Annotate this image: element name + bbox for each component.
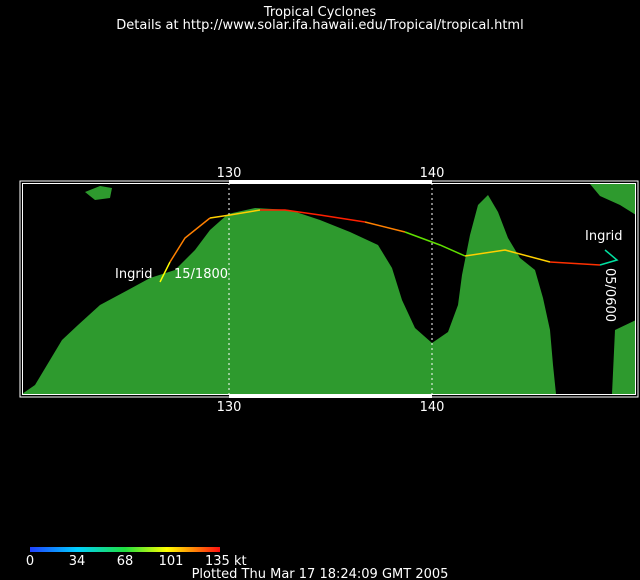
lon-label: 130 <box>217 166 242 181</box>
storm-name: Ingrid <box>115 267 153 282</box>
track-segment <box>464 249 551 263</box>
storm-time: 15/1800 <box>174 267 228 282</box>
track-segment <box>169 217 211 263</box>
lon-label: 130 <box>217 400 242 415</box>
track-segment <box>209 209 261 219</box>
colorbar-label: 101 <box>159 554 184 569</box>
track-segment <box>364 221 406 233</box>
track-segment <box>599 249 619 266</box>
colorbar-label: 0 <box>26 554 34 569</box>
land <box>22 195 556 394</box>
frame-bar <box>229 180 432 184</box>
track-segment <box>404 231 466 257</box>
lon-label: 140 <box>420 166 445 181</box>
storm-track <box>159 209 619 283</box>
colorbar <box>30 547 220 552</box>
footer: Plotted Thu Mar 17 18:24:09 GMT 2005 <box>192 567 449 580</box>
track-segment <box>549 261 601 266</box>
land <box>590 184 636 215</box>
lon-label: 140 <box>420 400 445 415</box>
track-segment <box>260 209 366 223</box>
subtitle: Details at http://www.solar.ifa.hawaii.e… <box>116 18 523 33</box>
colorbar-label: 34 <box>69 554 86 569</box>
storm-name: Ingrid <box>585 229 623 244</box>
map-area <box>19 180 639 398</box>
land <box>85 186 112 200</box>
track-segment <box>159 261 171 283</box>
storm-time: 05/0600 <box>602 268 617 322</box>
title: Tropical Cyclones <box>263 5 376 20</box>
colorbar-label: 135 kt <box>205 554 247 569</box>
colorbar-label: 68 <box>117 554 134 569</box>
frame-bar <box>229 394 432 398</box>
land <box>612 320 636 394</box>
